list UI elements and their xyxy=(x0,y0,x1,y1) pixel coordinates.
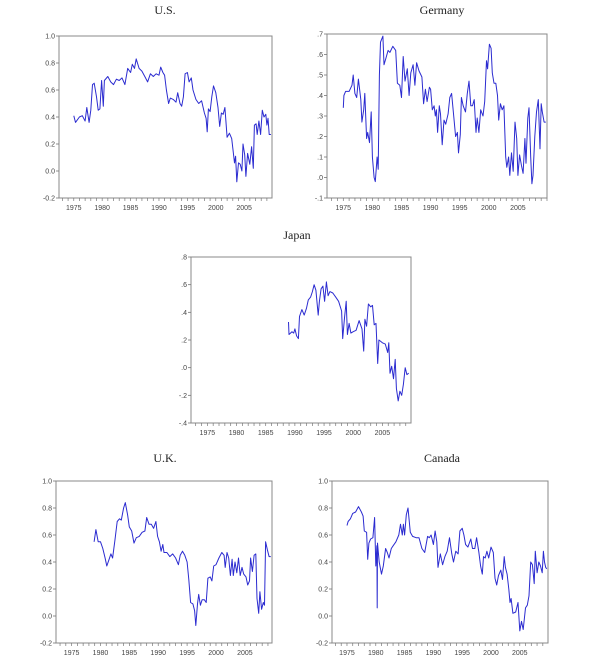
x-tick-label: 1985 xyxy=(394,205,410,212)
y-tick-label: 0.0 xyxy=(318,614,328,621)
x-tick-label: 1995 xyxy=(180,205,196,212)
y-tick-label: .8 xyxy=(181,255,187,262)
x-tick-label: 1995 xyxy=(316,430,332,437)
y-tick-label: .6 xyxy=(317,52,323,59)
y-tick-label: .0 xyxy=(181,365,187,372)
y-tick-label: 1.0 xyxy=(42,479,52,486)
x-tick-label: 1980 xyxy=(94,205,110,212)
x-tick-label: 2000 xyxy=(345,430,361,437)
x-tick-label: 1985 xyxy=(123,205,139,212)
x-tick-label: 2000 xyxy=(481,205,497,212)
x-tick-label: 1980 xyxy=(368,650,384,657)
y-tick-label: 1.0 xyxy=(318,479,328,486)
panel-title: Germany xyxy=(420,3,465,17)
panel-title: U.K. xyxy=(153,451,176,465)
series-line-germany xyxy=(342,35,546,185)
y-tick-label: 0.6 xyxy=(318,533,328,540)
series-line-canada xyxy=(346,506,548,632)
y-tick-label: -.2 xyxy=(179,393,187,400)
x-tick-label: 1985 xyxy=(258,430,274,437)
x-tick-label: 1990 xyxy=(423,205,439,212)
y-tick-label: .6 xyxy=(181,282,187,289)
x-tick-label: 1975 xyxy=(64,650,80,657)
x-tick-label: 1980 xyxy=(229,430,245,437)
x-tick-label: 1975 xyxy=(339,650,355,657)
y-tick-label: 0.0 xyxy=(45,169,55,176)
x-tick-label: 2005 xyxy=(237,650,253,657)
x-tick-label: 2005 xyxy=(512,650,528,657)
panel-title: U.S. xyxy=(154,3,175,17)
y-tick-label: 0.4 xyxy=(42,560,52,567)
y-tick-label: 0.4 xyxy=(45,115,55,122)
panel-germany: Germany -.1 .0 .1 .2 .3 .4 .5 .6 .7 1975 1980 1985 19… xyxy=(315,3,548,212)
y-tick-label: .2 xyxy=(317,134,323,141)
y-tick-label: 0.2 xyxy=(45,142,55,149)
y-tick-label: .7 xyxy=(317,32,323,39)
x-tick-label: 1995 xyxy=(454,650,470,657)
y-tick-label: .4 xyxy=(317,93,323,100)
y-tick-label: 0.4 xyxy=(318,560,328,567)
y-tick-label: .1 xyxy=(317,155,323,162)
y-tick-label: 0.8 xyxy=(42,506,52,513)
plot-frame xyxy=(58,35,273,199)
x-tick-label: 1990 xyxy=(151,205,167,212)
panel-us: U.S. -0.2 0.0 0.2 0.4 0.6 0.8 1.0 1975 1980 1985 19… xyxy=(43,3,273,212)
plot-frame xyxy=(190,256,412,424)
series-line-uk xyxy=(93,502,271,626)
y-tick-label: 0.0 xyxy=(42,614,52,621)
series-line-us xyxy=(73,58,271,183)
series-line-japan xyxy=(288,281,410,402)
y-tick-label: 0.2 xyxy=(318,587,328,594)
y-tick-label: 0.6 xyxy=(45,88,55,95)
y-tick-label: 1.0 xyxy=(45,34,55,41)
x-tick-label: 2005 xyxy=(510,205,526,212)
y-tick-label: -.4 xyxy=(179,421,187,428)
x-tick-label: 1995 xyxy=(452,205,468,212)
x-tick-label: 2005 xyxy=(375,430,391,437)
y-tick-label: .5 xyxy=(317,73,323,80)
x-tick-label: 1990 xyxy=(426,650,442,657)
y-tick-label: .3 xyxy=(317,114,323,121)
x-tick-label: 2005 xyxy=(236,205,252,212)
y-tick-label: -0.2 xyxy=(316,641,328,648)
y-tick-label: 0.6 xyxy=(42,533,52,540)
x-tick-label: 2000 xyxy=(208,205,224,212)
x-tick-label: 1985 xyxy=(397,650,413,657)
x-tick-label: 1975 xyxy=(200,430,216,437)
x-tick-label: 2000 xyxy=(208,650,224,657)
x-tick-label: 1990 xyxy=(150,650,166,657)
x-tick-label: 1980 xyxy=(93,650,109,657)
y-tick-label: -.1 xyxy=(315,196,323,203)
x-tick-label: 1990 xyxy=(287,430,303,437)
panel-canada: Canada -0.2 0.0 0.2 0.4 0.6 0.8 1.0 1975 1980 1985… xyxy=(316,451,549,657)
x-tick-label: 1995 xyxy=(179,650,195,657)
x-tick-label: 1985 xyxy=(122,650,138,657)
x-tick-label: 1975 xyxy=(336,205,352,212)
x-tick-label: 1975 xyxy=(66,205,82,212)
panel-title: Canada xyxy=(424,451,461,465)
x-tick-label: 2000 xyxy=(483,650,499,657)
plot-frame xyxy=(55,480,273,644)
panel-uk: U.K. -0.2 0.0 0.2 0.4 0.6 0.8 1.0 1975 1980 1985 19… xyxy=(40,451,273,657)
y-tick-label: -0.2 xyxy=(43,196,55,203)
y-tick-label: 0.8 xyxy=(45,61,55,68)
y-tick-label: .2 xyxy=(181,338,187,345)
y-tick-label: 0.8 xyxy=(318,506,328,513)
y-tick-label: .4 xyxy=(181,310,187,317)
y-tick-label: .0 xyxy=(317,175,323,182)
panel-japan: Japan -.4 -.2 .0 .2 .4 .6 .8 1975 1980 1985 1990 199… xyxy=(179,228,412,437)
y-tick-label: 0.2 xyxy=(42,587,52,594)
plot-frame xyxy=(331,480,549,644)
panel-title: Japan xyxy=(283,228,310,242)
x-tick-label: 1980 xyxy=(365,205,381,212)
y-tick-label: -0.2 xyxy=(40,641,52,648)
